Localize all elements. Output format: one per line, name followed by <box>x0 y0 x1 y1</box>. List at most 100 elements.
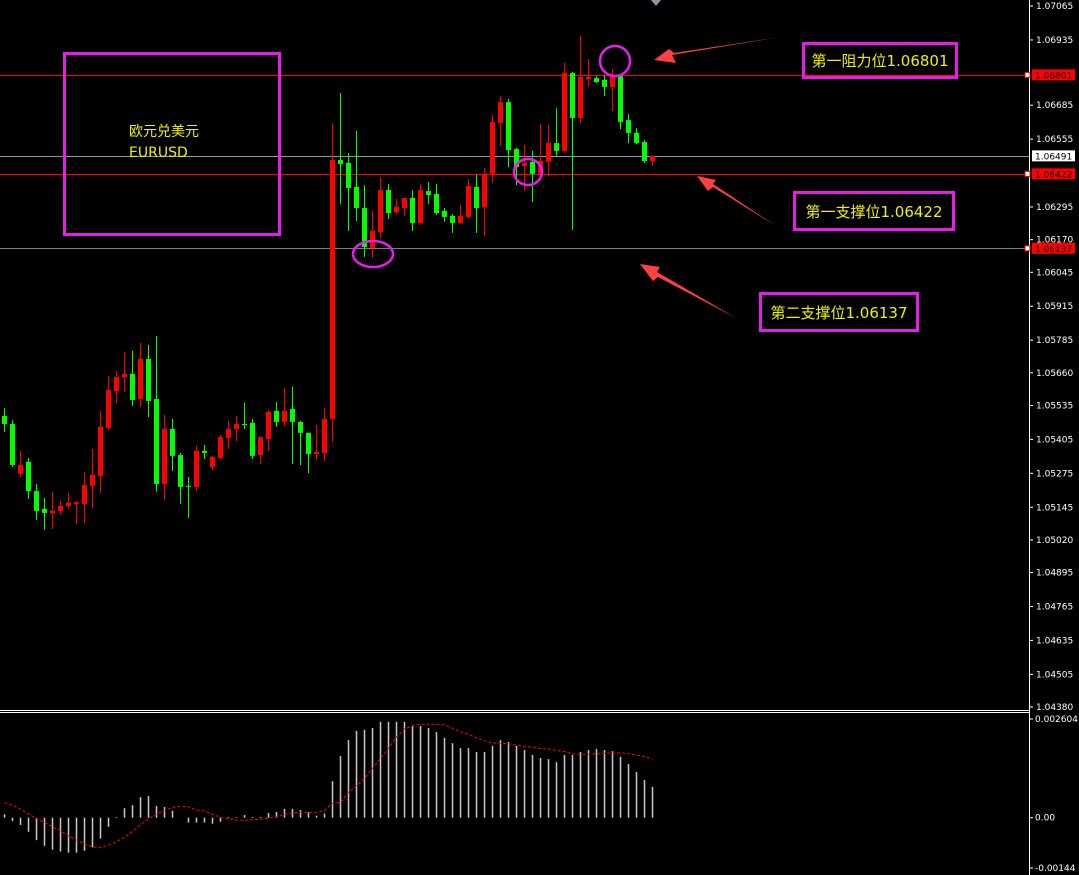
candle-body <box>186 485 191 487</box>
candle <box>394 198 399 215</box>
candle <box>474 174 479 233</box>
price-tick-label: 1.04635 <box>1036 636 1073 646</box>
shift-marker-icon[interactable] <box>651 0 661 6</box>
candle <box>546 125 551 176</box>
candle-body <box>194 450 199 487</box>
candle <box>346 152 351 232</box>
candle-body <box>266 411 271 439</box>
candle-body <box>90 474 95 486</box>
candle-body <box>218 437 223 458</box>
candle-body <box>162 428 167 485</box>
candle-body <box>474 186 479 209</box>
candle-body <box>322 419 327 453</box>
candle <box>554 108 559 156</box>
level-handle[interactable] <box>1024 245 1031 252</box>
candle <box>234 415 239 441</box>
candle-body <box>418 190 423 223</box>
candle-body <box>498 102 503 123</box>
candle <box>258 437 263 464</box>
support-2-label: 第二支撑位1.06137 <box>759 292 919 332</box>
price-tick-label: 1.06685 <box>1036 101 1073 111</box>
candle-body <box>26 461 31 492</box>
candle-body <box>330 160 335 420</box>
candle-body <box>338 160 343 164</box>
price-axis[interactable]: 1.07065 1.06935 1.06685 1.06555 1.06295 1.061… <box>1024 2 1075 713</box>
candle <box>466 179 471 218</box>
symbol-box <box>63 52 281 236</box>
candle <box>306 432 311 474</box>
candle <box>458 204 463 225</box>
level-handle[interactable] <box>1024 170 1031 177</box>
candle <box>250 419 255 459</box>
candle-body <box>490 121 495 174</box>
price-badge-label: 1.06422 <box>1035 170 1072 180</box>
price-tick-label: 1.05785 <box>1036 336 1073 346</box>
candle <box>650 155 655 167</box>
price-tick-label: 1.05915 <box>1036 302 1073 312</box>
candle-body <box>522 162 527 167</box>
candle-body <box>530 161 535 174</box>
candle <box>634 127 639 145</box>
price-badge <box>1032 168 1075 180</box>
candle <box>490 114 495 184</box>
candle-body <box>402 197 407 209</box>
candle <box>386 184 391 220</box>
candle-body <box>546 143 551 162</box>
level-handle[interactable] <box>1024 71 1031 78</box>
price-tick-label: 1.04765 <box>1036 602 1073 612</box>
price-badge <box>1032 150 1075 162</box>
candle <box>322 408 327 462</box>
price-tick-label: 1.05145 <box>1036 503 1073 513</box>
candle <box>562 62 567 153</box>
indicator-tick-label: 0.002604 <box>1035 715 1078 725</box>
candle <box>266 409 271 451</box>
candle <box>194 445 199 492</box>
candle <box>578 36 583 123</box>
price-tick-label: 1.06045 <box>1036 268 1073 278</box>
price-badge-label: 1.06137 <box>1035 245 1072 255</box>
candle-body <box>82 485 87 504</box>
price-badge-label: 1.06801 <box>1035 71 1072 81</box>
candle-body <box>586 77 591 80</box>
candle <box>42 497 47 530</box>
candle-body <box>514 149 519 168</box>
candle-body <box>370 231 375 249</box>
candle-body <box>298 421 303 433</box>
candle-body <box>554 143 559 151</box>
price-tick-label: 1.06555 <box>1036 135 1073 145</box>
candle <box>2 408 7 433</box>
candle-body <box>170 428 175 456</box>
candle-body <box>434 193 439 214</box>
candle-body <box>562 73 567 151</box>
candle <box>130 350 135 406</box>
candle-body <box>306 432 311 455</box>
candle <box>570 72 575 231</box>
candle <box>122 351 127 392</box>
candle-body <box>602 79 607 87</box>
candle-body <box>362 208 367 247</box>
candle <box>138 343 143 408</box>
candle <box>178 452 183 504</box>
candle-body <box>506 102 511 151</box>
candle-body <box>378 190 383 233</box>
candle <box>498 96 503 146</box>
symbol-label: 欧元兑美元 EURUSD <box>129 122 199 164</box>
candle-body <box>466 185 471 217</box>
candle-body <box>146 358 151 402</box>
price-tick-label: 1.06295 <box>1036 203 1073 213</box>
support-1-text: 第一支撑位1.06422 <box>805 202 943 221</box>
highlight-circle-low <box>351 239 395 269</box>
arrow-support1-icon <box>697 176 776 226</box>
resistance-1-text: 第一阻力位1.06801 <box>811 52 949 70</box>
candle-body <box>210 456 215 468</box>
candle <box>90 449 95 509</box>
candle <box>218 434 223 459</box>
indicator-tick-label: -0.00144 <box>1035 864 1076 874</box>
candle-body <box>386 190 391 214</box>
candle <box>18 450 23 477</box>
candle-body <box>274 410 279 422</box>
candle-body <box>346 162 351 188</box>
candle <box>642 139 647 163</box>
candle-body <box>154 398 159 485</box>
